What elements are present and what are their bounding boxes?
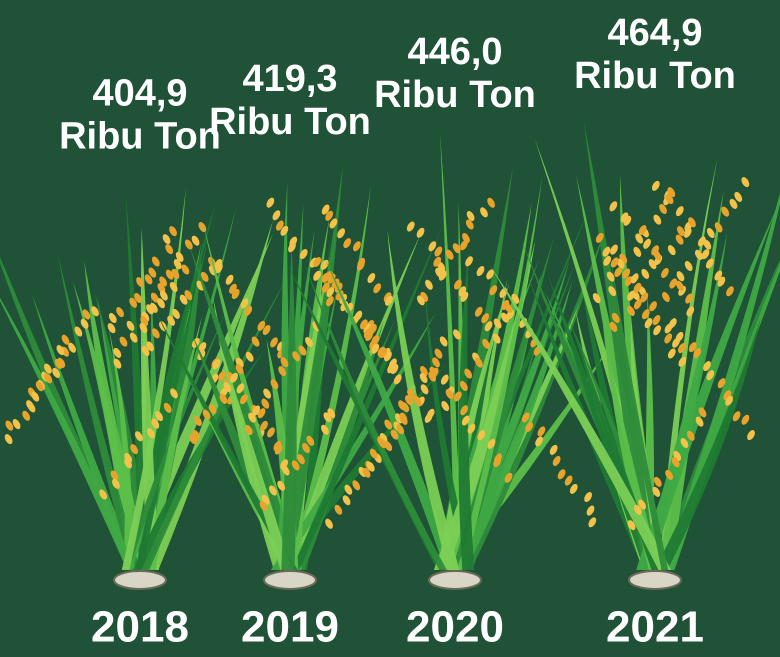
unit-label: Ribu Ton <box>574 55 736 97</box>
plant-base <box>264 571 316 589</box>
value-label: 404,9 <box>92 73 187 115</box>
unit-label: Ribu Ton <box>59 116 221 158</box>
page: 404,9Ribu Ton2018419,3Ribu Ton2019446,0R… <box>0 0 780 657</box>
chart: 404,9Ribu Ton2018419,3Ribu Ton2019446,0R… <box>0 0 780 657</box>
plant-base <box>114 571 166 589</box>
year-label: 2019 <box>241 603 339 652</box>
plant-base <box>429 571 481 589</box>
unit-label: Ribu Ton <box>209 101 371 143</box>
year-label: 2018 <box>91 603 189 652</box>
plant-base <box>629 571 681 589</box>
year-label: 2020 <box>406 603 504 652</box>
year-label: 2021 <box>606 603 704 652</box>
value-label: 464,9 <box>607 12 702 54</box>
unit-label: Ribu Ton <box>374 74 536 116</box>
value-label: 446,0 <box>407 31 502 73</box>
value-label: 419,3 <box>242 58 337 100</box>
